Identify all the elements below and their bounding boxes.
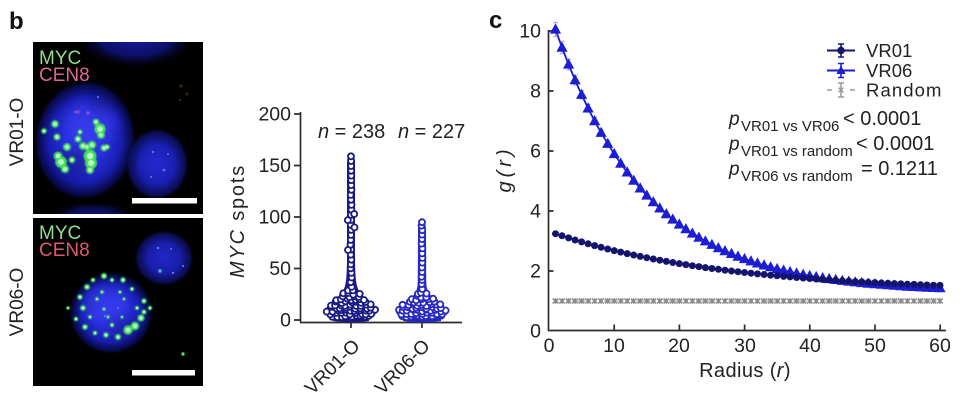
svg-text:p: p bbox=[728, 109, 740, 130]
svg-text:8: 8 bbox=[530, 81, 541, 103]
svg-text:c: c bbox=[489, 7, 502, 34]
svg-text:MYC: MYC bbox=[39, 48, 81, 69]
svg-text:30: 30 bbox=[734, 335, 756, 357]
svg-text:40: 40 bbox=[799, 335, 821, 357]
svg-text:Random: Random bbox=[866, 80, 943, 101]
svg-text:VR01: VR01 bbox=[866, 40, 912, 61]
svg-text:10: 10 bbox=[519, 21, 541, 43]
svg-text:g(r): g(r) bbox=[494, 145, 516, 192]
svg-text:CEN8: CEN8 bbox=[39, 65, 90, 86]
svg-text:< 0.0001: < 0.0001 bbox=[856, 133, 934, 155]
svg-text:150: 150 bbox=[258, 155, 291, 177]
svg-text:VR01-O: VR01-O bbox=[7, 98, 28, 167]
svg-text:0: 0 bbox=[530, 321, 541, 343]
svg-text:10: 10 bbox=[603, 335, 625, 357]
svg-text:p: p bbox=[728, 159, 740, 180]
svg-text:6: 6 bbox=[530, 141, 541, 163]
svg-text:= 0.1211: = 0.1211 bbox=[861, 158, 938, 180]
svg-text:< 0.0001: < 0.0001 bbox=[843, 108, 921, 130]
svg-text:b: b bbox=[9, 8, 24, 35]
svg-text:CEN8: CEN8 bbox=[39, 240, 90, 261]
svg-text:4: 4 bbox=[530, 201, 541, 223]
svg-text:VR01 vs random: VR01 vs random bbox=[741, 143, 853, 160]
svg-text:n = 238: n = 238 bbox=[318, 121, 385, 143]
svg-text:MYC spots: MYC spots bbox=[227, 164, 249, 278]
svg-text:60: 60 bbox=[929, 335, 951, 357]
svg-text:2: 2 bbox=[530, 261, 541, 283]
svg-text:VR06 vs random: VR06 vs random bbox=[741, 168, 853, 185]
svg-text:50: 50 bbox=[864, 335, 886, 357]
svg-text:Radius (r): Radius (r) bbox=[699, 360, 791, 382]
svg-text:200: 200 bbox=[258, 104, 291, 126]
svg-text:VR06: VR06 bbox=[866, 60, 912, 81]
svg-text:VR06-O: VR06-O bbox=[7, 268, 28, 337]
svg-text:0: 0 bbox=[280, 310, 291, 332]
svg-text:p: p bbox=[728, 134, 740, 155]
svg-text:VR01 vs VR06: VR01 vs VR06 bbox=[741, 118, 839, 135]
svg-text:n = 227: n = 227 bbox=[398, 121, 465, 143]
svg-text:0: 0 bbox=[544, 335, 555, 357]
svg-text:50: 50 bbox=[269, 258, 291, 280]
svg-text:MYC: MYC bbox=[39, 223, 81, 244]
svg-text:20: 20 bbox=[668, 335, 690, 357]
svg-text:100: 100 bbox=[258, 207, 291, 229]
